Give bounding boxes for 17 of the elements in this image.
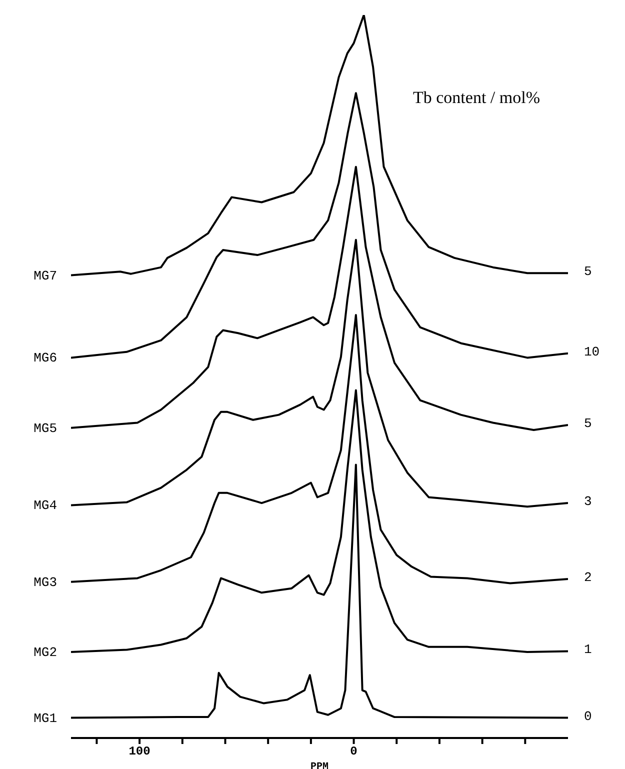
series-label: MG4 <box>34 498 58 514</box>
series-label: MG6 <box>34 350 57 366</box>
text: 5 <box>584 416 592 431</box>
x-axis-title: PPM <box>310 762 329 769</box>
text: 5 <box>584 264 592 280</box>
annotation: Tb content / mol% <box>413 88 540 108</box>
series-label: MG7 <box>34 268 57 284</box>
text: 2 <box>584 570 592 585</box>
series-label: MG1 <box>34 710 58 726</box>
series-label: MG2 <box>34 644 57 660</box>
series-label: MG5 <box>34 420 57 436</box>
text: 10 <box>584 344 600 360</box>
x-tick-label: 100 <box>128 744 150 759</box>
series-label: MG3 <box>34 574 57 590</box>
text: 0 <box>584 708 592 724</box>
text: 3 <box>584 494 592 510</box>
text: 1 <box>584 642 592 658</box>
